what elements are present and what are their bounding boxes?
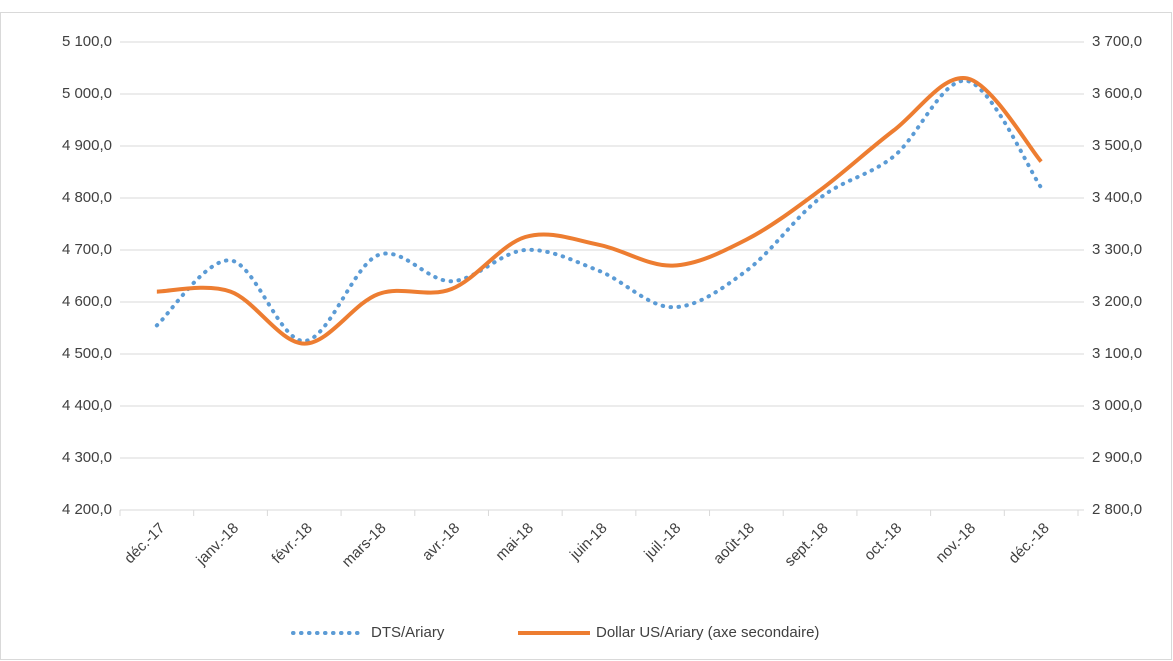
- series-line: [154, 78, 1044, 344]
- y-tick-label: 5 100,0: [62, 33, 112, 50]
- y-tick-label: 4 600,0: [62, 293, 112, 310]
- y2-tick-label: 2 800,0: [1092, 501, 1142, 518]
- y2-tick-label: 3 100,0: [1092, 345, 1142, 362]
- y2-tick-label: 3 500,0: [1092, 137, 1142, 154]
- y2-tick-label: 3 000,0: [1092, 397, 1142, 414]
- y-tick-label: 4 800,0: [62, 189, 112, 206]
- series-line: [156, 76, 1043, 346]
- y-tick-label: 4 200,0: [62, 501, 112, 518]
- y2-tick-label: 2 900,0: [1092, 449, 1142, 466]
- y-tick-label: 4 500,0: [62, 345, 112, 362]
- y2-tick-label: 3 200,0: [1092, 293, 1142, 310]
- y-tick-label: 4 700,0: [62, 241, 112, 258]
- y2-tick-label: 3 600,0: [1092, 85, 1142, 102]
- legend-label: Dollar US/Ariary (axe secondaire): [596, 624, 819, 641]
- y-tick-label: 4 900,0: [62, 137, 112, 154]
- chart-border: [0, 12, 1172, 660]
- y2-tick-label: 3 700,0: [1092, 33, 1142, 50]
- y-tick-label: 5 000,0: [62, 85, 112, 102]
- y2-tick-label: 3 400,0: [1092, 189, 1142, 206]
- y2-tick-label: 3 300,0: [1092, 241, 1142, 258]
- legend-label: DTS/Ariary: [371, 624, 445, 641]
- y-tick-label: 4 400,0: [62, 397, 112, 414]
- y-tick-label: 4 300,0: [62, 449, 112, 466]
